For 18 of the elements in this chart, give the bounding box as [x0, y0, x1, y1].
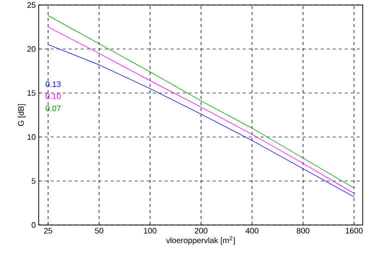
- text: 0.13: [46, 81, 61, 88]
- y-tick-label: 25: [27, 2, 36, 8]
- text: 0.07: [46, 106, 61, 112]
- y-axis-title: G [dB]: [18, 104, 26, 126]
- y-tick-label: 15: [28, 90, 36, 96]
- y-tick-label: 20: [27, 46, 36, 52]
- x-tick-label: 800: [296, 228, 310, 234]
- x-tick-label: 50: [94, 228, 104, 234]
- y-tick-label: 5: [32, 178, 36, 184]
- x-tick-label: 100: [144, 228, 156, 234]
- x-axis-title: vloeroppervlak [m$^{2}$]: [166, 236, 235, 245]
- x-tick-label: 25: [44, 228, 52, 234]
- x-tick-label: 400: [246, 228, 258, 234]
- text: 0.10: [46, 93, 61, 100]
- x-tick-label: 200: [194, 228, 208, 234]
- y-tick-label: 10: [28, 134, 36, 140]
- x-tick-label: 1600: [346, 228, 363, 234]
- y-tick-label: 0: [32, 222, 36, 228]
